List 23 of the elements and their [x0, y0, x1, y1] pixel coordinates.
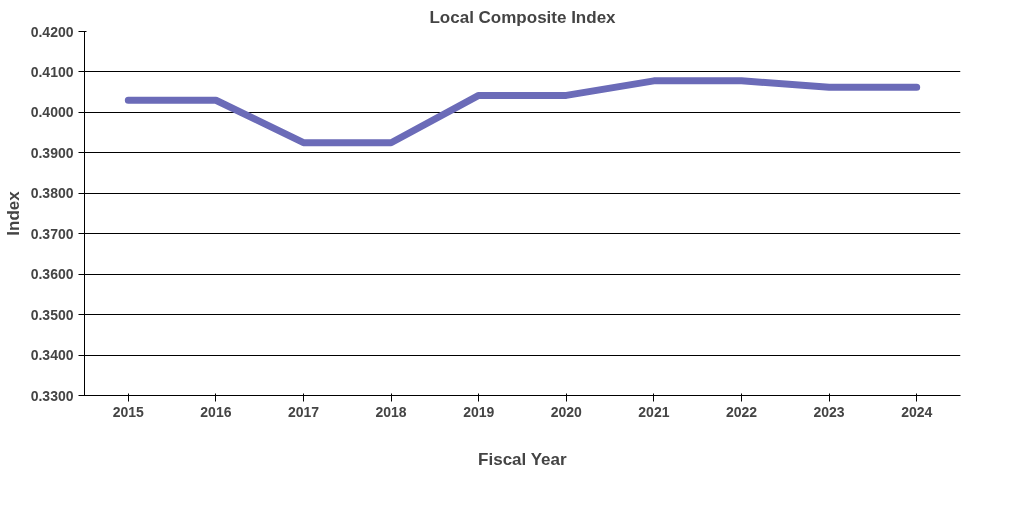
y-axis-title: Index — [3, 190, 23, 236]
y-tick-label: 0.3300 — [30, 387, 74, 404]
x-tick-label: 2017 — [287, 403, 320, 420]
x-tick-label: 2015 — [112, 403, 145, 420]
y-tick-label: 0.4000 — [30, 104, 74, 121]
y-tick-label: 0.4200 — [30, 23, 74, 40]
y-tick-label: 0.3900 — [30, 144, 74, 161]
y-tick-label: 0.3800 — [30, 185, 74, 202]
x-tick-label: 2021 — [638, 403, 670, 420]
y-tick-label: 0.3700 — [30, 225, 74, 242]
y-tick-label: 0.3500 — [30, 306, 74, 323]
x-tick-label: 2019 — [463, 403, 495, 420]
chart-title: Local Composite Index — [429, 7, 617, 27]
x-tick-label: 2020 — [550, 403, 583, 420]
y-tick-label: 0.3400 — [30, 347, 74, 364]
y-tick-label: 0.4100 — [30, 63, 74, 80]
x-tick-label: 2023 — [813, 403, 845, 420]
x-tick-label: 2016 — [200, 403, 232, 420]
x-tick-label: 2024 — [901, 403, 933, 420]
x-tick-label: 2018 — [375, 403, 407, 420]
y-tick-label: 0.3600 — [30, 266, 74, 283]
x-tick-label: 2022 — [725, 403, 758, 420]
x-axis-title: Fiscal Year — [478, 449, 567, 469]
